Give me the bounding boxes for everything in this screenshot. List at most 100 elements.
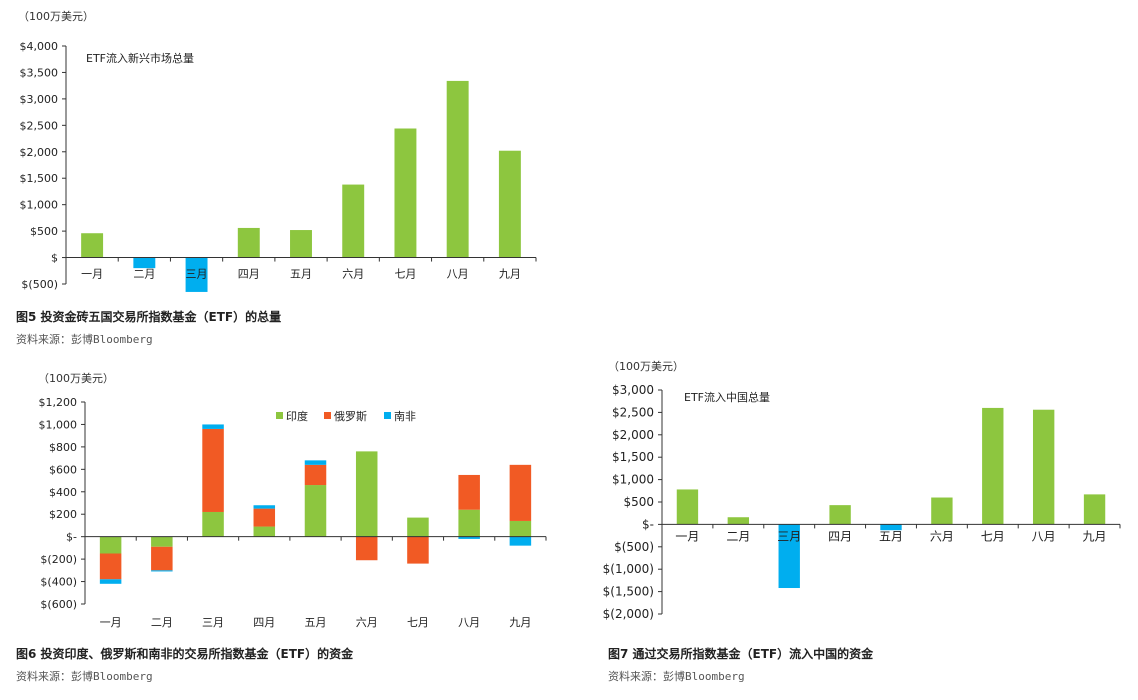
y-tick-label: $2,000 [20,146,59,159]
category-label: 九月 [1083,529,1107,543]
y-tick-label: $(200) [40,553,77,566]
bar-俄罗斯 [458,474,480,510]
y-tick-label: $- [642,517,654,531]
bar-印度 [99,536,122,554]
bar [342,184,365,258]
y-tick-label: $600 [49,463,77,476]
fig6-caption: 图6 投资印度、俄罗斯和南非的交易所指数基金（ETF）的资金 [16,647,354,661]
bar [290,230,312,258]
legend-label-俄罗斯: 俄罗斯 [334,410,367,423]
legend-label-南非: 南非 [394,410,416,423]
bar-俄罗斯 [355,536,378,561]
bar [394,128,417,258]
y-tick-label: $(1,000) [603,562,654,576]
bar-俄罗斯 [253,508,276,527]
y-tick-label: $3,500 [20,66,59,79]
bar-俄罗斯 [407,536,429,564]
bar-南非 [458,536,480,539]
bar [133,257,156,269]
category-label: 六月 [930,529,954,543]
bar-印度 [151,536,173,547]
category-label: 六月 [342,268,364,281]
bar-南非 [253,505,276,509]
category-label: 七月 [981,529,1005,543]
category-label: 四月 [253,616,275,629]
category-label: 八月 [1032,529,1056,543]
bar-南非 [202,424,224,429]
y-tick-label: $2,000 [612,428,654,442]
y-tick-label: $500 [30,225,58,238]
category-label: 四月 [238,268,260,281]
fig5-chart: $4,000 $3,500 $3,000 $2,500 $2,000 $1,500 $1,0… [20,40,537,292]
y-tick-label: $2,500 [612,405,654,419]
bar-印度 [355,451,378,537]
fig7-chart: $3,000 $2,500 $2,000 $1,500 $1,000 $500 $- $(50… [603,383,1121,621]
bar [1083,494,1106,525]
legend-label-印度: 印度 [286,409,308,423]
category-label: 二月 [726,529,750,543]
bar [982,407,1004,525]
category-label: 五月 [879,529,903,543]
category-label: 一月 [675,529,699,543]
y-tick-label: $(400) [40,576,77,589]
category-label: 八月 [458,616,480,629]
y-tick-label: $1,000 [612,473,654,487]
y-tick-label: $(2,000) [603,607,654,621]
y-tick-label: $1,000 [39,418,78,431]
bar [778,524,800,589]
bar [1032,409,1055,525]
category-label: 三月 [777,529,801,543]
category-label: 六月 [356,616,378,629]
category-label: 一月 [100,616,122,629]
fig6-unit-label: （100万美元） [38,372,114,385]
fig5-unit-label: （100万美元） [18,10,94,23]
bar [446,80,469,258]
category-label: 九月 [509,616,531,629]
y-tick-label: $(1,500) [603,585,654,599]
y-tick-label: $(500) [21,278,58,291]
category-label: 三月 [186,268,208,281]
y-tick-label: $1,500 [20,172,59,185]
chart-annotation: ETF流入新兴市场总量 [86,51,194,65]
y-tick-label: $3,000 [20,93,59,106]
bar [185,257,208,292]
bar [676,489,699,525]
category-label: 二月 [151,616,173,629]
category-label: 七月 [407,616,429,629]
bar-俄罗斯 [509,464,532,521]
legend-swatch-俄罗斯 [324,412,331,419]
bar-俄罗斯 [151,546,173,571]
y-tick-label: $ [51,252,58,265]
bar [237,227,260,258]
bar-俄罗斯 [99,553,122,580]
bar-印度 [202,511,224,537]
category-label: 五月 [290,268,312,281]
bar-印度 [509,520,532,537]
bar-南非 [151,570,173,572]
fig6-source: 资料来源：彭博Bloomberg [16,670,153,683]
y-tick-label: $2,500 [20,119,59,132]
bar [829,505,851,525]
bar-俄罗斯 [202,428,224,512]
category-label: 七月 [394,268,416,281]
y-tick-label: $400 [49,486,77,499]
bar-印度 [304,485,327,537]
bar-南非 [99,579,122,584]
bar [498,150,521,258]
category-label: 二月 [133,268,155,281]
y-tick-label: $(600) [40,598,77,611]
y-tick-label: $(500) [614,540,654,554]
bar [880,524,902,531]
fig7-source: 资料来源：彭博Bloomberg [608,670,745,683]
bar-俄罗斯 [304,464,327,486]
bar-南非 [304,460,327,465]
fig7-caption: 图7 通过交易所指数基金（ETF）流入中国的资金 [608,647,874,661]
bar-印度 [253,526,276,537]
bar-印度 [407,517,429,537]
category-label: 五月 [305,616,327,629]
y-tick-label: $500 [623,495,654,509]
y-tick-label: $800 [49,441,77,454]
bar [931,497,953,525]
fig5-source: 资料来源：彭博Bloomberg [16,333,153,346]
bar-南非 [509,536,532,546]
